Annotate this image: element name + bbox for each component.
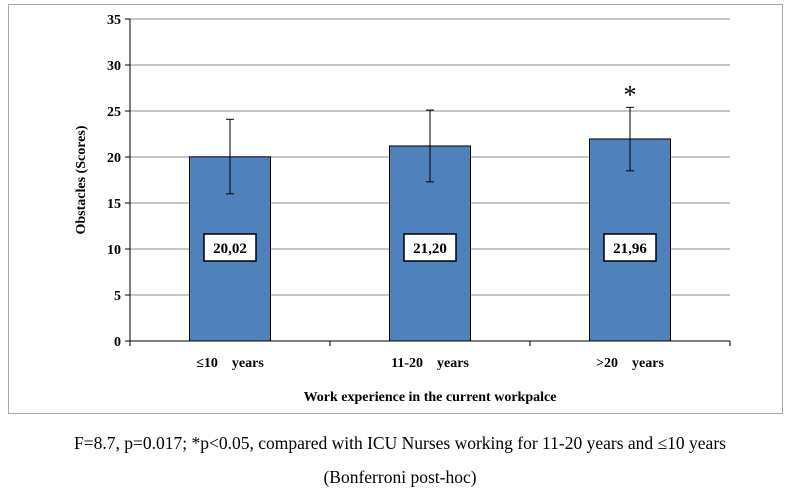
y-tick-label: 35 [107, 13, 121, 28]
x-tick-label: >20 years [596, 356, 664, 371]
y-tick-label: 5 [114, 289, 121, 304]
bar-chart: 0 5 10 15 20 25 30 35 20,02 ≤10 years 21,20 11-20 y… [74, 13, 731, 405]
y-tick-label: 15 [107, 197, 121, 212]
bar-value-label: 20,02 [213, 241, 247, 257]
x-tick-label: ≤10 years [196, 356, 264, 371]
labels: 0 5 10 15 20 25 30 35 20,02 ≤10 years 21,20 11-20 y… [107, 13, 664, 371]
y-axis-title: Obstacles (Scores) [74, 125, 89, 234]
y-tick-label: 0 [114, 335, 121, 350]
bar-value-box [203, 233, 257, 262]
y-tick-label: 30 [107, 59, 121, 74]
caption-statistics: F=8.7, p=0.017; *p<0.05, compared with I… [74, 433, 726, 453]
bar-value-label: 21,96 [613, 241, 647, 257]
y-tick-label: 10 [107, 243, 121, 258]
bar-value-label: 21,20 [413, 241, 447, 257]
error-bars [226, 106, 634, 195]
bar-value-box [403, 233, 457, 262]
bar-value-box [603, 233, 657, 262]
x-tick-label: 11-20 years [391, 356, 469, 371]
caption-posthoc: (Bonferroni post-hoc) [323, 467, 477, 487]
y-tick-label: 25 [107, 105, 121, 120]
significance-marker: * [624, 80, 637, 109]
x-axis-title: Work experience in the current workpalce [304, 390, 557, 405]
y-tick-label: 20 [107, 151, 121, 166]
axes [125, 18, 731, 346]
